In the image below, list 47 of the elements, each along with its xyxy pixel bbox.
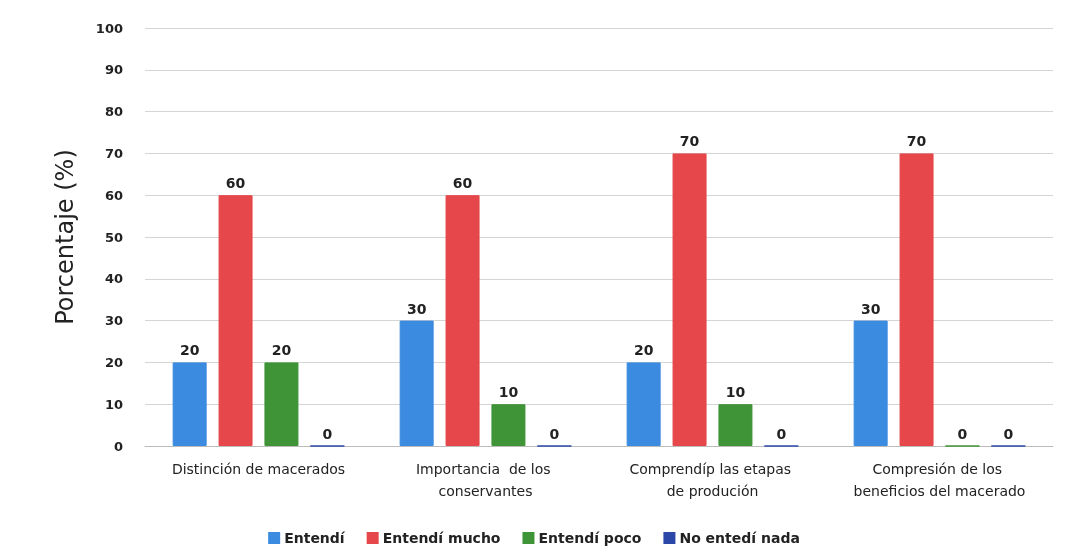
bar xyxy=(264,362,299,446)
y-tick-label: 90 xyxy=(104,62,123,78)
bar xyxy=(899,153,934,446)
data-label: 60 xyxy=(225,175,246,192)
x-tick-label: Compresión de los beneficios del macerado xyxy=(853,461,1026,499)
data-label: 20 xyxy=(179,342,200,359)
data-label: 10 xyxy=(498,384,519,401)
data-label: 20 xyxy=(271,342,292,359)
y-tick-label: 40 xyxy=(104,271,123,287)
data-label: 70 xyxy=(679,133,700,150)
data-label: 0 xyxy=(776,425,787,442)
data-label: 0 xyxy=(957,425,968,442)
legend-label: Entendí mucho xyxy=(382,530,501,546)
bar xyxy=(445,195,480,446)
data-label: 10 xyxy=(725,384,746,401)
legend-label: Entendí poco xyxy=(538,530,642,546)
bar xyxy=(718,404,753,446)
data-label: 30 xyxy=(406,300,427,317)
data-label: 30 xyxy=(860,300,881,317)
bar xyxy=(218,195,253,446)
bar xyxy=(491,404,526,446)
y-tick-label: 80 xyxy=(104,104,123,120)
y-tick-label: 10 xyxy=(104,396,123,412)
data-label: 0 xyxy=(322,425,333,442)
data-label: 0 xyxy=(1003,425,1014,442)
legend-label: No entedí nada xyxy=(679,530,800,546)
y-tick-label: 70 xyxy=(104,145,123,161)
y-tick-label: 20 xyxy=(104,354,123,370)
bar xyxy=(626,362,661,446)
x-tick-label: Distinción de macerados xyxy=(171,461,346,477)
y-tick-label: 60 xyxy=(104,187,123,203)
data-label: 60 xyxy=(452,175,473,192)
x-tick-label: Comprendíp las etapas de produción xyxy=(629,461,796,499)
data-label: 0 xyxy=(549,425,560,442)
bar xyxy=(853,320,888,446)
y-tick-label: 100 xyxy=(95,20,123,36)
x-tick-label: Importancia de los conservantes xyxy=(415,461,556,499)
data-label: 20 xyxy=(633,342,654,359)
data-label: 70 xyxy=(906,133,927,150)
y-axis-title: Porcentaje (%) xyxy=(51,149,79,325)
legend-label: Entendí xyxy=(284,530,346,546)
bar xyxy=(172,362,207,446)
bar xyxy=(672,153,707,446)
bar xyxy=(399,320,434,446)
y-tick-label: 0 xyxy=(113,438,123,454)
y-tick-label: 30 xyxy=(104,313,123,329)
y-tick-label: 50 xyxy=(104,229,123,245)
